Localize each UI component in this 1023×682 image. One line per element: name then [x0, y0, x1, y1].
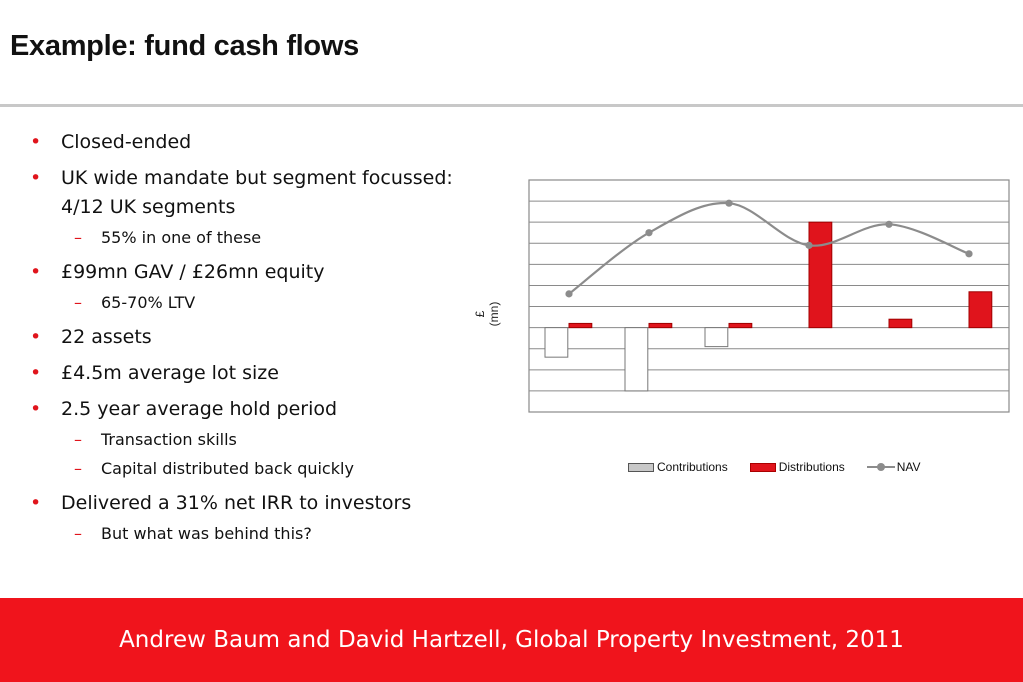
bullet-item: • UK wide mandate but segment focussed: 4…: [30, 164, 470, 222]
nav-point: [965, 250, 973, 258]
bullet-text: 2.5 year average hold period: [61, 398, 338, 420]
bullet-item: • £4.5m average lot size: [30, 359, 470, 388]
slide-title: Example: fund cash flows: [10, 30, 359, 62]
contributions-bar: [704, 327, 729, 348]
bullet-item: • 2.5 year average hold period: [30, 395, 470, 424]
bullet-text: £99mn GAV / £26mn equity: [61, 261, 325, 283]
distributions-bar: [808, 221, 833, 329]
bullet-dash-icon: –: [74, 293, 82, 312]
distributions-bar: [568, 322, 593, 329]
distributions-bar: [888, 318, 913, 329]
bullet-dash-icon: –: [74, 459, 82, 478]
bullet-list: • Closed-ended • UK wide mandate but segmen…: [30, 128, 470, 547]
distributions-bar: [728, 322, 753, 329]
nav-point: [805, 241, 813, 249]
bullet-text: 65-70% LTV: [101, 293, 196, 312]
cash-flow-chart: [528, 179, 1010, 413]
bullet-dot-icon: •: [30, 261, 42, 283]
bullet-text: UK wide mandate but segment focussed: 4/…: [61, 167, 453, 218]
bullet-dash-icon: –: [74, 228, 82, 247]
contributions-bar: [624, 327, 649, 392]
bullet-dot-icon: •: [30, 362, 42, 384]
bullet-item: • 22 assets: [30, 323, 470, 352]
bullet-text: 55% in one of these: [101, 228, 262, 247]
bullet-text: Closed-ended: [61, 131, 192, 153]
nav-line: [568, 202, 970, 295]
legend-label-contributions: Contributions: [657, 460, 728, 474]
legend-label-nav: NAV: [896, 460, 921, 474]
bullet-text: 22 assets: [61, 326, 152, 348]
bullet-item: • Closed-ended: [30, 128, 470, 157]
bullet-text: Capital distributed back quickly: [101, 459, 354, 478]
bullet-dash-icon: –: [74, 524, 82, 543]
contributions-bar: [544, 327, 569, 358]
bullet-dot-icon: •: [30, 167, 42, 189]
legend-label-distributions: Distributions: [778, 460, 845, 474]
legend-item-distributions: Distributions: [749, 460, 845, 474]
bullet-item: • Delivered a 31% net IRR to investors: [30, 489, 470, 518]
title-divider: [0, 104, 1023, 107]
chart-legend: Contributions Distributions NAV: [628, 460, 943, 474]
bullet-text: Delivered a 31% net IRR to investors: [61, 492, 412, 514]
bullet-dot-icon: •: [30, 131, 42, 153]
nav-point: [885, 220, 893, 228]
nav-line-marker-icon: [866, 461, 895, 473]
contributions-swatch: [628, 462, 654, 472]
sub-bullet-item: – Transaction skills: [30, 427, 470, 453]
footer-citation: Andrew Baum and David Hartzell, Global P…: [119, 627, 904, 653]
bullet-text: £4.5m average lot size: [61, 362, 279, 384]
sub-bullet-item: –55% in one of these: [30, 225, 470, 251]
bullet-dot-icon: •: [30, 326, 42, 348]
nav-point: [645, 229, 653, 237]
nav-point: [565, 290, 573, 298]
bullet-text: Transaction skills: [101, 430, 237, 449]
chart-y-axis-label: £ (mn): [473, 301, 501, 327]
nav-point: [725, 199, 733, 207]
legend-item-contributions: Contributions: [628, 460, 728, 474]
distributions-swatch: [749, 462, 776, 472]
distributions-bar: [968, 291, 993, 329]
footer-bar: Andrew Baum and David Hartzell, Global P…: [0, 598, 1023, 682]
bullet-dot-icon: •: [30, 492, 42, 514]
sub-bullet-item: – Capital distributed back quickly: [30, 456, 470, 482]
bullet-dot-icon: •: [30, 398, 42, 420]
distributions-bar: [648, 322, 673, 329]
sub-bullet-item: – But what was behind this?: [30, 521, 470, 547]
bullet-item: • £99mn GAV / £26mn equity: [30, 258, 470, 287]
legend-item-nav: NAV: [866, 460, 921, 474]
bullet-text: But what was behind this?: [101, 524, 312, 543]
sub-bullet-item: –65-70% LTV: [30, 290, 470, 316]
bullet-dash-icon: –: [74, 430, 82, 449]
plot-area: [528, 179, 1010, 413]
